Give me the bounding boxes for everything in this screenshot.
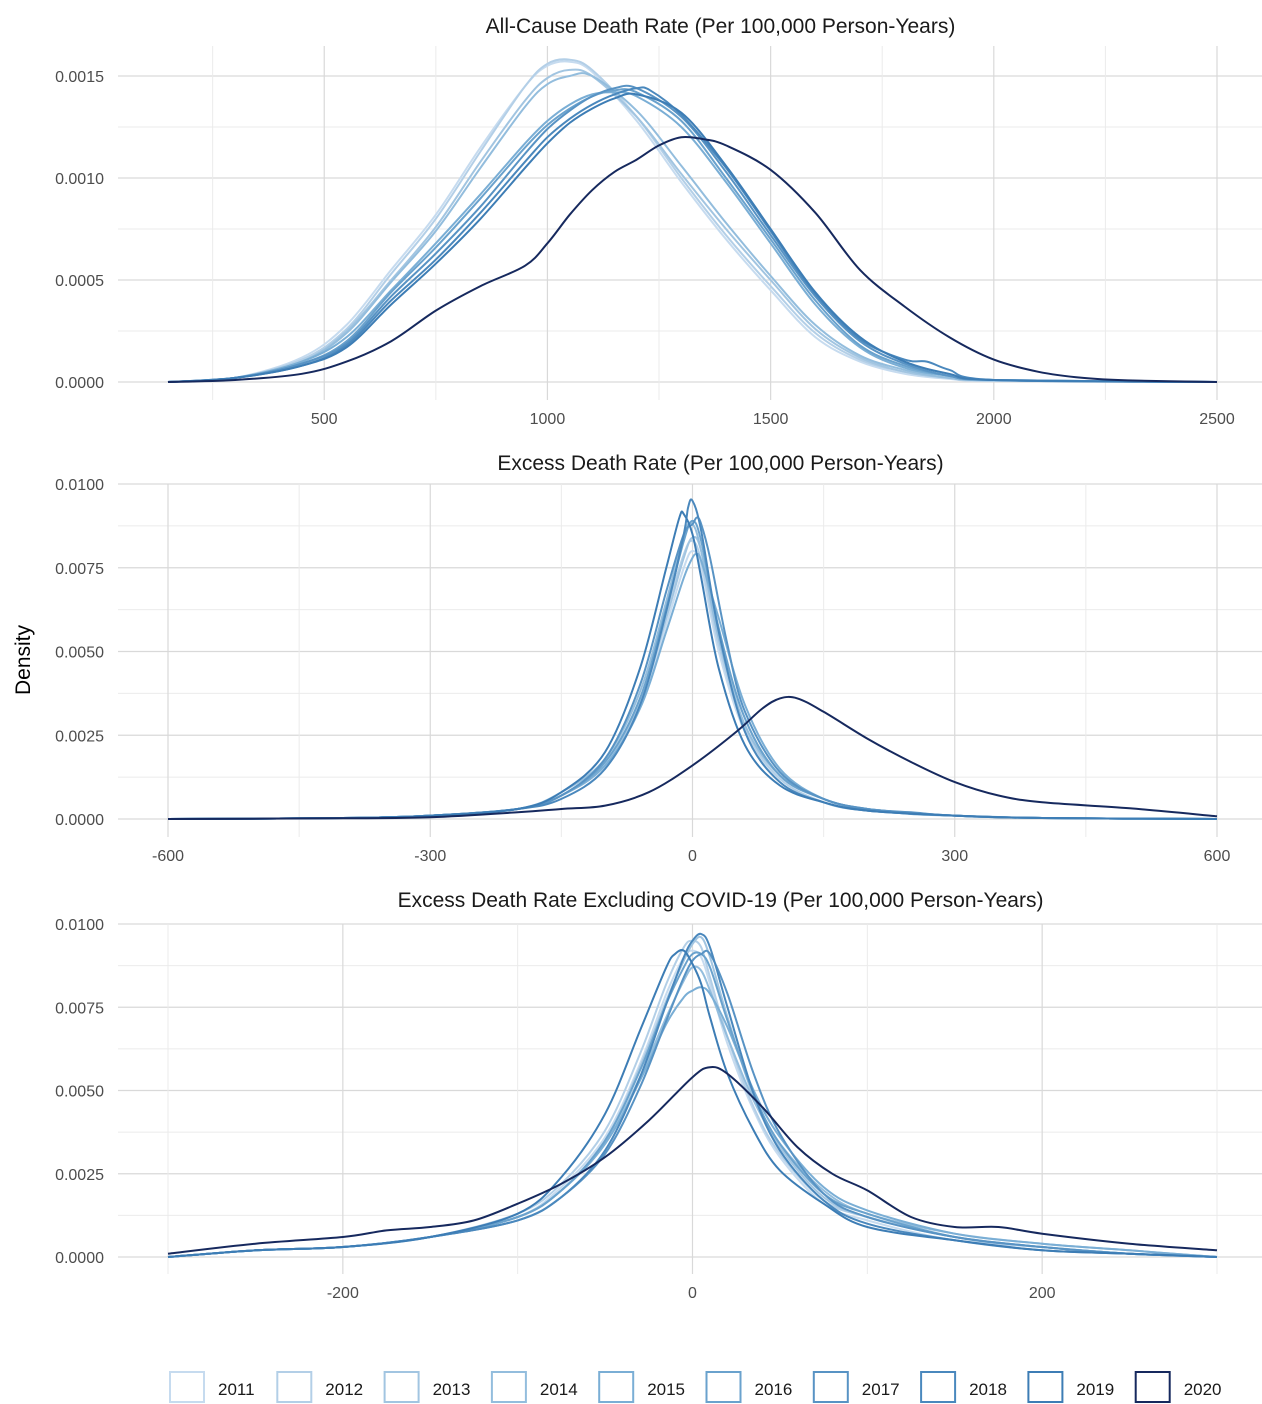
legend-label: 2014 (540, 1380, 578, 1399)
legend-label: 2012 (325, 1380, 363, 1399)
y-tick-label: 0.0025 (55, 1167, 104, 1184)
x-tick-label: 0 (688, 848, 697, 865)
series-lines (168, 59, 1217, 382)
y-tick-label: 0.0100 (55, 477, 104, 494)
legend-item-2020: 2020 (1136, 1372, 1222, 1402)
series-line-2013 (168, 70, 1217, 382)
legend-key (921, 1372, 955, 1402)
y-tick-label: 0.0100 (55, 917, 104, 934)
legend-key (492, 1372, 526, 1402)
x-tick-label: 1500 (753, 411, 789, 428)
legend-item-2016: 2016 (707, 1372, 793, 1402)
legend-key (814, 1372, 848, 1402)
x-tick-label: 200 (1029, 1285, 1056, 1302)
y-tick-label: 0.0075 (55, 1000, 104, 1017)
x-tick-label: 500 (311, 411, 338, 428)
y-tick-label: 0.0000 (55, 1250, 104, 1267)
y-tick-label: 0.0005 (55, 273, 104, 290)
x-tick-label: 1000 (530, 411, 566, 428)
legend-key (1028, 1372, 1062, 1402)
legend-item-2011: 2011 (170, 1372, 255, 1402)
legend-item-2013: 2013 (385, 1372, 471, 1402)
series-line-2014 (168, 73, 1217, 382)
legend-item-2014: 2014 (492, 1372, 578, 1402)
panel-2: Excess Death Rate (Per 100,000 Person-Ye… (55, 452, 1262, 865)
panel-1: All-Cause Death Rate (Per 100,000 Person… (55, 15, 1262, 428)
y-tick-label: 0.0000 (55, 812, 104, 829)
legend-key (170, 1372, 204, 1402)
x-tick-label: -300 (414, 848, 446, 865)
series-line-2015 (168, 92, 1217, 382)
legend-key (385, 1372, 419, 1402)
series-line-2012 (168, 59, 1217, 382)
legend-label: 2020 (1184, 1380, 1222, 1399)
y-tick-label: 0.0050 (55, 1084, 104, 1101)
series-line-2011 (168, 61, 1217, 382)
legend-label: 2015 (647, 1380, 685, 1399)
panel-title: Excess Death Rate Excluding COVID-19 (Pe… (398, 889, 1044, 912)
legend-item-2015: 2015 (599, 1372, 685, 1402)
legend-label: 2013 (433, 1380, 471, 1399)
legend-label: 2017 (862, 1380, 900, 1399)
legend-label: 2018 (969, 1380, 1007, 1399)
series-line-2020 (168, 137, 1217, 382)
legend-item-2012: 2012 (277, 1372, 363, 1402)
x-tick-label: 300 (941, 848, 968, 865)
legend-label: 2019 (1076, 1380, 1114, 1399)
legend: 2011 2012 2013 2014 2015 2016 2017 2018 2019 2020 (170, 1372, 1222, 1402)
y-tick-label: 0.0050 (55, 645, 104, 662)
x-tick-label: 2000 (976, 411, 1012, 428)
legend-item-2017: 2017 (814, 1372, 900, 1402)
series-line-2017 (168, 86, 1217, 382)
gridlines (118, 46, 1262, 400)
gridlines (118, 484, 1262, 837)
y-tick-label: 0.0075 (55, 561, 104, 578)
x-tick-label: 0 (688, 1285, 697, 1302)
y-axis-label: Density (12, 624, 35, 695)
y-tick-label: 0.0000 (55, 375, 104, 392)
y-tick-label: 0.0025 (55, 728, 104, 745)
legend-key (277, 1372, 311, 1402)
series-line-2016 (168, 89, 1217, 382)
legend-key (707, 1372, 741, 1402)
x-tick-label: -200 (327, 1285, 359, 1302)
y-tick-label: 0.0010 (55, 171, 104, 188)
legend-item-2019: 2019 (1028, 1372, 1114, 1402)
panel-title: Excess Death Rate (Per 100,000 Person-Ye… (497, 452, 943, 475)
legend-item-2018: 2018 (921, 1372, 1007, 1402)
x-tick-label: 600 (1204, 848, 1231, 865)
y-tick-label: 0.0015 (55, 69, 104, 86)
legend-key (599, 1372, 633, 1402)
legend-key (1136, 1372, 1170, 1402)
panel-3: Excess Death Rate Excluding COVID-19 (Pe… (55, 889, 1262, 1302)
legend-label: 2011 (218, 1380, 255, 1399)
series-line-2018 (168, 87, 1217, 382)
panel-title: All-Cause Death Rate (Per 100,000 Person… (486, 15, 956, 38)
x-tick-label: -600 (152, 848, 184, 865)
gridlines (118, 924, 1262, 1274)
legend-label: 2016 (755, 1380, 793, 1399)
x-tick-label: 2500 (1199, 411, 1235, 428)
